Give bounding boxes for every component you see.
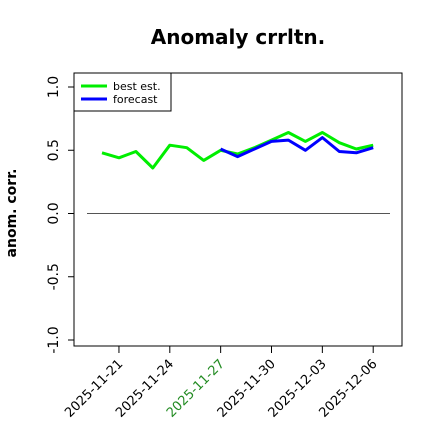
series-line-best-est (101, 131, 374, 170)
y-axis-label: anom. corr. (4, 169, 20, 258)
y-tick-label: -0.5 (46, 263, 62, 290)
x-axis-ticks: 2025-11-212025-11-242025-11-272025-11-30… (62, 346, 381, 421)
y-tick-label: 0.0 (46, 202, 62, 224)
y-tick-label: 1.0 (46, 76, 62, 98)
chart-title: Anomaly crrltn. (151, 25, 325, 49)
series-lines (101, 131, 374, 170)
y-tick-label: 0.5 (46, 139, 62, 161)
y-axis-ticks: -1.0 -0.5 0.0 0.5 1.0 (46, 76, 74, 354)
series-line-forecast (219, 136, 374, 159)
legend-label: forecast (113, 93, 158, 106)
legend: best est.forecast (73, 72, 172, 112)
y-tick-label: -1.0 (46, 326, 62, 353)
plot-frame (73, 72, 403, 347)
legend-box (73, 72, 172, 112)
legend-label: best est. (113, 80, 161, 93)
